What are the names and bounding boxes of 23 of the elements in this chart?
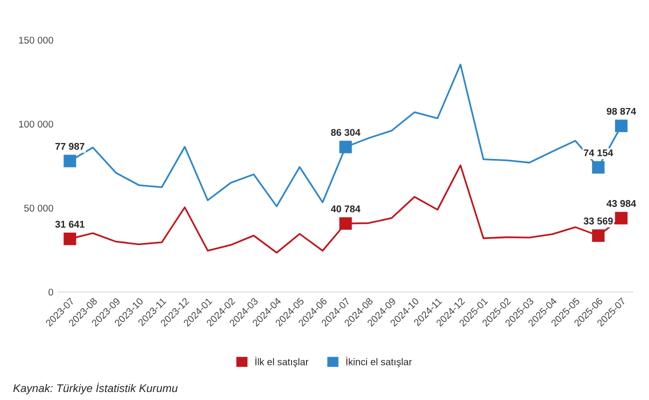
data-label: 77 987 [55,142,84,150]
point [592,229,605,242]
data-label: 74 154 [584,149,614,156]
legend-label: İlk el satışlar [255,356,308,368]
data-label: 33 569 [584,218,613,224]
data-label: 31 641 [55,220,84,228]
y-tick-label: 0 [48,288,54,296]
text: Kaynak: Türkiye İstatistik Kurumu [13,382,178,394]
data-label: 98 874 [606,108,636,115]
point [64,232,76,246]
y-tick-label: 50 000 [24,204,54,212]
y-tick-label: 150 000 [19,36,54,44]
data-label: 40 784 [330,205,360,212]
point [339,140,352,154]
point [339,217,352,230]
data-label: 43 984 [606,200,636,207]
point [592,161,605,174]
legend-label: İkinci el satışlar [346,356,412,368]
y-tick-label: 100 000 [19,120,54,128]
point [64,154,76,168]
data-label: 86 304 [331,128,360,136]
point [615,120,628,132]
point [615,212,628,224]
